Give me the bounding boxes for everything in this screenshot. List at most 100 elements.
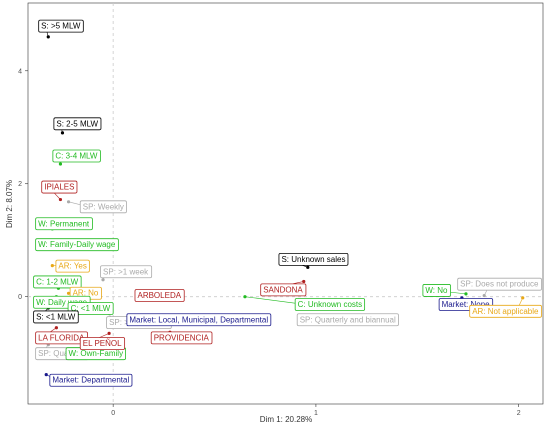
label-box <box>38 19 84 33</box>
label-text: PROVIDENCIA <box>154 333 210 342</box>
label-text: W: Permanent <box>38 219 90 228</box>
point-label: C: 1-2 MLW <box>33 275 82 289</box>
point-label: Market: Departmental <box>49 373 133 387</box>
label-text: SP: Quarterly and biannual <box>300 315 396 324</box>
point-s <box>60 131 65 135</box>
label-text: Market: None <box>442 300 491 309</box>
leader-line <box>244 296 302 305</box>
label-text: AR: Not applicable <box>472 307 539 316</box>
y-axis-title: Dim 2: 8.07% <box>5 180 14 228</box>
label-text: SP: >1 week <box>103 267 149 276</box>
point-sp <box>101 278 105 282</box>
label-box <box>79 337 126 350</box>
label-text: W: Own-Family <box>69 349 124 358</box>
point-ar <box>50 264 54 268</box>
label-box <box>35 217 93 231</box>
label-box <box>33 310 79 324</box>
label-text: LA FLORIDA <box>38 333 85 342</box>
point-label: AR: Yes <box>55 259 90 273</box>
label-text: S: 2-5 MLW <box>56 119 98 128</box>
y-tick-label: 4 <box>18 68 22 75</box>
label-box <box>278 252 349 266</box>
label-box <box>457 277 542 291</box>
point-label: W: No <box>422 284 451 297</box>
label-text: C: Unknown costs <box>298 300 362 309</box>
point-label: W: Permanent <box>35 217 93 231</box>
label-text: SP: Quarterly <box>38 349 86 358</box>
point-municipality <box>54 326 58 330</box>
label-text: C: 1-2 MLW <box>36 277 79 286</box>
label-box <box>35 238 119 252</box>
label-box <box>422 284 451 297</box>
x-tick-label: 1 <box>314 410 318 417</box>
label-text: IPIALES <box>44 183 74 192</box>
point-label: Market: Local, Municipal, Departmental <box>126 313 272 327</box>
label-text: AR: No <box>73 289 99 298</box>
label-text: SP: Does not produce <box>460 280 539 289</box>
point-label: IPIALES <box>41 180 78 194</box>
point-c <box>243 295 247 299</box>
point-label: C: <1 MLW <box>67 302 114 315</box>
label-box <box>134 289 185 302</box>
label-text: Market: Departmental <box>52 376 129 385</box>
label-box <box>49 373 133 387</box>
label-text: W: No <box>425 286 448 295</box>
label-text: W: Daily wage <box>36 298 88 307</box>
point-sp <box>66 200 71 204</box>
point-label: S: Unknown sales <box>278 252 349 266</box>
point-label: SP: Quarterly and biannual <box>296 313 399 327</box>
label-box <box>33 275 82 289</box>
point-label: PROVIDENCIA <box>150 331 213 345</box>
point-label: SP: Weekly <box>79 200 127 214</box>
point-ar <box>521 296 525 300</box>
label-text: Market: Local, Municipal, Departmental <box>129 315 268 324</box>
label-text: SP: Weekly <box>83 202 124 211</box>
label-box <box>294 298 366 311</box>
label-box <box>150 331 213 345</box>
point-ar <box>66 291 71 295</box>
label-text: C: <1 MLW <box>71 304 111 313</box>
label-text: W: Family-Daily wage <box>38 240 116 249</box>
point-label: S: >5 MLW <box>38 19 84 33</box>
point-label: ARBOLEDA <box>134 289 185 302</box>
point-label: S: 2-5 MLW <box>53 117 102 131</box>
point-label: SP: >1 week <box>100 265 153 279</box>
label-text: S: >5 MLW <box>41 22 81 31</box>
labels-layer: S: >5 MLW S: 2-5 MLW C: 3-4 MLW IPIALES SP: … <box>33 19 542 387</box>
label-box <box>469 304 542 318</box>
point-label: W: Family-Daily wage <box>35 238 119 252</box>
point-market <box>44 373 48 377</box>
label-box <box>52 149 101 163</box>
point-sp <box>482 293 486 298</box>
label-box <box>41 180 78 194</box>
axis-ticks: 0 1 2 0 2 4 <box>18 68 521 417</box>
label-text: S: Unknown sales <box>281 255 345 264</box>
label-text: S: <1 MLW <box>36 312 76 321</box>
x-tick-label: 2 <box>517 410 521 417</box>
point-label: EL PEÑOL <box>79 337 126 350</box>
label-box <box>55 259 90 273</box>
point-municipality <box>302 279 306 284</box>
label-text: C: 3-4 MLW <box>55 151 98 160</box>
point-municipality <box>107 331 111 336</box>
label-text: AR: Yes <box>58 262 86 271</box>
point-label: S: <1 MLW <box>33 310 79 324</box>
x-tick-label: 0 <box>111 410 115 417</box>
point-label: AR: Not applicable <box>469 304 542 318</box>
label-box <box>260 283 307 297</box>
y-tick-label: 2 <box>18 181 22 188</box>
point-w <box>464 292 468 296</box>
label-text: SANDONA <box>263 285 303 294</box>
point-label: SANDONA <box>260 283 307 297</box>
x-axis-title: Dim 1: 20.28% <box>260 415 312 424</box>
label-box <box>67 302 114 315</box>
point-label: LA FLORIDA <box>35 331 88 345</box>
label-box <box>296 313 399 327</box>
point-label: C: Unknown costs <box>294 298 366 311</box>
point-label: SP: Does not produce <box>457 277 542 291</box>
point-s <box>46 35 50 39</box>
y-tick-label: 0 <box>18 294 22 301</box>
point-c <box>58 162 63 166</box>
label-text: EL PEÑOL <box>83 339 122 348</box>
